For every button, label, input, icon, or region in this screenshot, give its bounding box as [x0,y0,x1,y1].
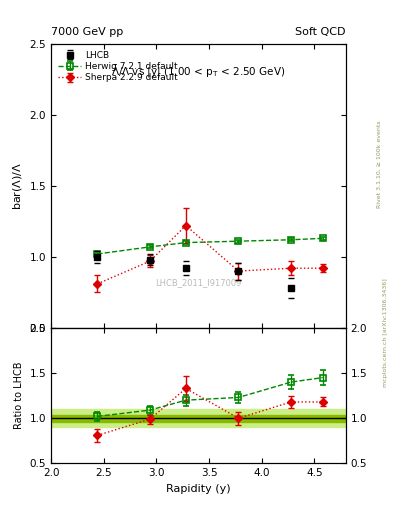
Text: Rivet 3.1.10, ≥ 100k events: Rivet 3.1.10, ≥ 100k events [377,120,382,208]
Text: Soft QCD: Soft QCD [296,27,346,37]
Text: LHCB_2011_I917009: LHCB_2011_I917009 [155,278,242,287]
Y-axis label: Ratio to LHCB: Ratio to LHCB [14,362,24,430]
Text: 7000 GeV pp: 7000 GeV pp [51,27,123,37]
X-axis label: Rapidity (y): Rapidity (y) [166,484,231,494]
Text: mcplots.cern.ch [arXiv:1306.3436]: mcplots.cern.ch [arXiv:1306.3436] [384,279,388,387]
Text: $\bar{\Lambda}/\Lambda$ vs |y| (1.00 < p$_{\mathrm{T}}$ < 2.50 GeV): $\bar{\Lambda}/\Lambda$ vs |y| (1.00 < p… [111,63,286,79]
Bar [51,409,346,427]
Bar [51,415,346,422]
Legend: LHCB, Herwig 7.2.1 default, Sherpa 2.2.9 default: LHCB, Herwig 7.2.1 default, Sherpa 2.2.9… [55,48,181,85]
Y-axis label: bar($\Lambda$)/$\Lambda$: bar($\Lambda$)/$\Lambda$ [11,162,24,210]
